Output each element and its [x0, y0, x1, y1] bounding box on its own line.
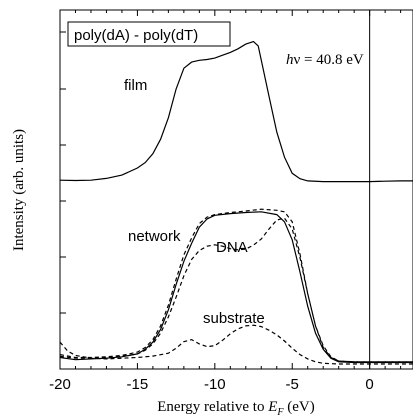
y-axis-ticks: [60, 31, 66, 314]
x-axis-label: Energy relative to EF (eV): [157, 399, 314, 418]
photon-energy-annotation: hν = 40.8 eV: [286, 52, 364, 68]
x-tick-label: -20: [49, 376, 71, 393]
x-tick-label: -5: [286, 376, 299, 393]
x-tick-label: -15: [127, 376, 149, 393]
x-axis-label-main: Energy relative to: [157, 399, 268, 415]
network-label: network: [128, 228, 181, 245]
x-tick-label: 0: [365, 376, 373, 393]
y-axis-label: Intensity (arb. units): [11, 129, 27, 251]
x-axis-label-var: E: [267, 399, 277, 415]
x-tick-label: -10: [204, 376, 226, 393]
x-axis-tick-labels: -20 -15 -10 -5 0: [49, 376, 374, 393]
series-line-network-dashed: [59, 208, 413, 363]
x-axis-label-unit: (eV): [283, 399, 314, 415]
series-line-substrate: [59, 324, 413, 365]
legend-box: [67, 21, 231, 47]
photon-energy-h: h: [286, 52, 294, 68]
series-line-network: [59, 211, 413, 364]
series-line-dna: [59, 217, 413, 363]
legend-box-text: poly(dA) - poly(dT): [74, 27, 198, 44]
series-line-film: [59, 40, 413, 183]
substrate-label: substrate: [203, 310, 265, 327]
x-axis-ticks: [59, 10, 402, 369]
plot-frame: [59, 9, 413, 370]
film-label: film: [124, 77, 147, 94]
dna-label: DNA: [216, 239, 248, 256]
x-axis-label-sub: F: [276, 407, 284, 418]
photon-energy-value: ν = 40.8 eV: [294, 52, 364, 68]
series-group: [59, 40, 413, 365]
